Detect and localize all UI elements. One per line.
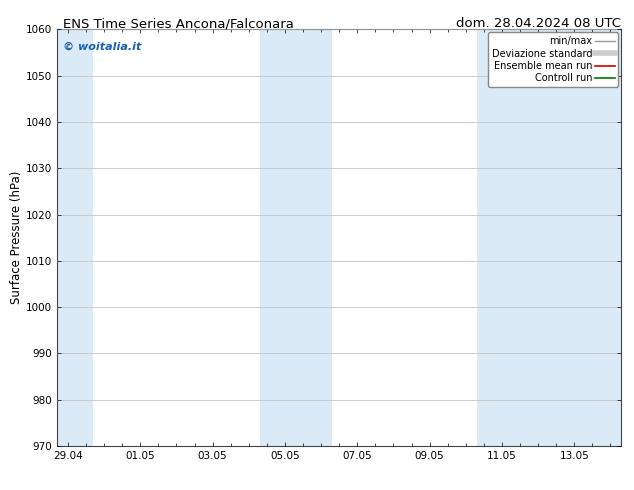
Bar xyxy=(57,29,93,446)
Bar xyxy=(477,29,621,446)
Text: dom. 28.04.2024 08 UTC: dom. 28.04.2024 08 UTC xyxy=(456,17,621,30)
Text: © woitalia.it: © woitalia.it xyxy=(63,42,141,52)
Title: ENS Time Series Ancona/Falconara        dom. 28.04.2024 08 UTC: ENS Time Series Ancona/Falconara dom. 28… xyxy=(0,489,1,490)
Text: ENS Time Series Ancona/Falconara: ENS Time Series Ancona/Falconara xyxy=(63,17,294,30)
Legend: min/max, Deviazione standard, Ensemble mean run, Controll run: min/max, Deviazione standard, Ensemble m… xyxy=(488,32,618,87)
Bar xyxy=(259,29,332,446)
Y-axis label: Surface Pressure (hPa): Surface Pressure (hPa) xyxy=(10,171,23,304)
